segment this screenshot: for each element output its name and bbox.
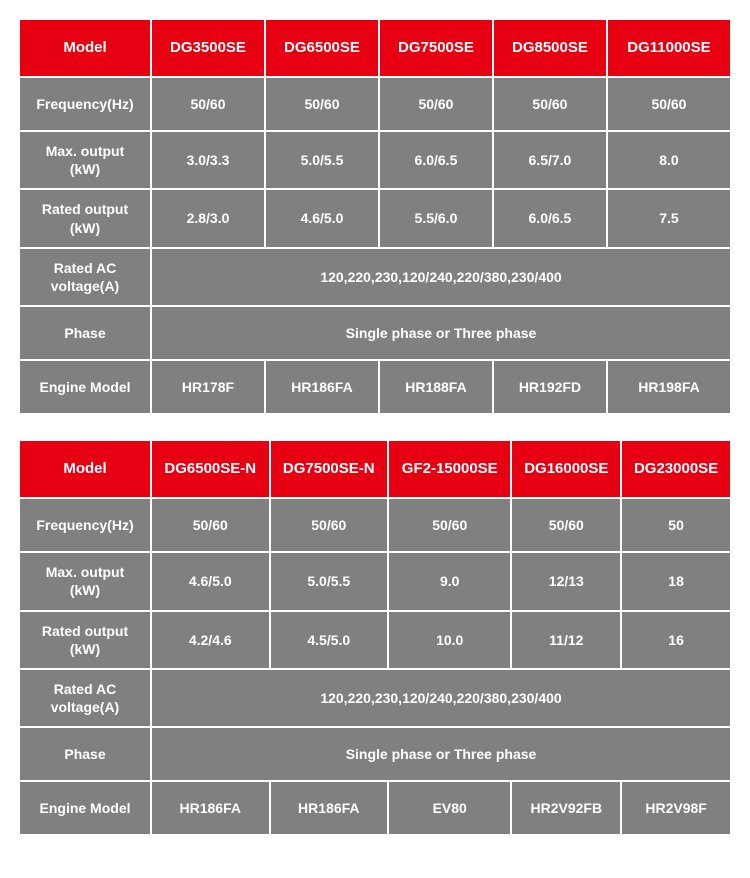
data-cell: 50/60	[266, 78, 378, 130]
data-cell: 5.0/5.5	[271, 553, 388, 609]
table-row: Rated output(kW)4.2/4.64.5/5.010.011/121…	[20, 612, 730, 668]
table-row: PhaseSingle phase or Three phase	[20, 728, 730, 780]
data-cell: 50/60	[152, 499, 269, 551]
model-header: DG8500SE	[494, 20, 606, 76]
table-row: Frequency(Hz)50/6050/6050/6050/6050	[20, 499, 730, 551]
table-row: Rated ACvoltage(A)120,220,230,120/240,22…	[20, 670, 730, 726]
data-cell: 5.5/6.0	[380, 190, 492, 246]
data-cell: 3.0/3.3	[152, 132, 264, 188]
data-cell: 50/60	[494, 78, 606, 130]
data-cell: 18	[622, 553, 730, 609]
data-cell: 6.5/7.0	[494, 132, 606, 188]
data-cell: 50/60	[152, 78, 264, 130]
spanned-cell: Single phase or Three phase	[152, 307, 730, 359]
model-header: DG11000SE	[608, 20, 730, 76]
data-cell: 5.0/5.5	[266, 132, 378, 188]
row-label: Max. output(kW)	[20, 132, 150, 188]
data-cell: HR198FA	[608, 361, 730, 413]
data-cell: 4.6/5.0	[266, 190, 378, 246]
data-cell: 50/60	[512, 499, 620, 551]
model-header: DG16000SE	[512, 441, 620, 497]
table-row: Max. output(kW)3.0/3.35.0/5.56.0/6.56.5/…	[20, 132, 730, 188]
data-cell: HR192FD	[494, 361, 606, 413]
row-label: Engine Model	[20, 361, 150, 413]
table-label-header: Model	[20, 20, 150, 76]
table-row: Rated output(kW)2.8/3.04.6/5.05.5/6.06.0…	[20, 190, 730, 246]
data-cell: 4.6/5.0	[152, 553, 269, 609]
data-cell: 11/12	[512, 612, 620, 668]
row-label: Rated ACvoltage(A)	[20, 670, 150, 726]
spanned-cell: 120,220,230,120/240,220/380,230/400	[152, 670, 730, 726]
row-label: Engine Model	[20, 782, 150, 834]
data-cell: 4.2/4.6	[152, 612, 269, 668]
model-header: DG3500SE	[152, 20, 264, 76]
data-cell: HR2V92FB	[512, 782, 620, 834]
row-label: Rated ACvoltage(A)	[20, 249, 150, 305]
data-cell: 50/60	[271, 499, 388, 551]
data-cell: 9.0	[389, 553, 510, 609]
data-cell: 6.0/6.5	[494, 190, 606, 246]
table-row: Max. output(kW)4.6/5.05.0/5.59.012/1318	[20, 553, 730, 609]
data-cell: 2.8/3.0	[152, 190, 264, 246]
model-header: DG6500SE-N	[152, 441, 269, 497]
table-row: Rated ACvoltage(A)120,220,230,120/240,22…	[20, 249, 730, 305]
data-cell: 50/60	[380, 78, 492, 130]
row-label: Rated output(kW)	[20, 612, 150, 668]
table-row: PhaseSingle phase or Three phase	[20, 307, 730, 359]
data-cell: HR188FA	[380, 361, 492, 413]
table-row: Engine ModelHR178FHR186FAHR188FAHR192FDH…	[20, 361, 730, 413]
model-header: DG7500SE	[380, 20, 492, 76]
data-cell: 16	[622, 612, 730, 668]
row-label: Frequency(Hz)	[20, 499, 150, 551]
spanned-cell: 120,220,230,120/240,220/380,230/400	[152, 249, 730, 305]
table-row: Frequency(Hz)50/6050/6050/6050/6050/60	[20, 78, 730, 130]
data-cell: 50	[622, 499, 730, 551]
model-header: DG6500SE	[266, 20, 378, 76]
table-row: Engine ModelHR186FAHR186FAEV80HR2V92FBHR…	[20, 782, 730, 834]
data-cell: 12/13	[512, 553, 620, 609]
spec-table: ModelDG6500SE-NDG7500SE-NGF2-15000SEDG16…	[18, 439, 732, 836]
data-cell: 50/60	[608, 78, 730, 130]
model-header: DG7500SE-N	[271, 441, 388, 497]
data-cell: 10.0	[389, 612, 510, 668]
row-label: Phase	[20, 728, 150, 780]
row-label: Frequency(Hz)	[20, 78, 150, 130]
data-cell: HR178F	[152, 361, 264, 413]
data-cell: 4.5/5.0	[271, 612, 388, 668]
table-label-header: Model	[20, 441, 150, 497]
data-cell: 7.5	[608, 190, 730, 246]
row-label: Max. output(kW)	[20, 553, 150, 609]
row-label: Phase	[20, 307, 150, 359]
data-cell: HR186FA	[271, 782, 388, 834]
tables-container: ModelDG3500SEDG6500SEDG7500SEDG8500SEDG1…	[18, 18, 732, 836]
data-cell: 8.0	[608, 132, 730, 188]
model-header: GF2-15000SE	[389, 441, 510, 497]
spanned-cell: Single phase or Three phase	[152, 728, 730, 780]
data-cell: HR186FA	[266, 361, 378, 413]
data-cell: HR2V98F	[622, 782, 730, 834]
spec-table: ModelDG3500SEDG6500SEDG7500SEDG8500SEDG1…	[18, 18, 732, 415]
row-label: Rated output(kW)	[20, 190, 150, 246]
data-cell: HR186FA	[152, 782, 269, 834]
data-cell: 50/60	[389, 499, 510, 551]
model-header: DG23000SE	[622, 441, 730, 497]
data-cell: 6.0/6.5	[380, 132, 492, 188]
data-cell: EV80	[389, 782, 510, 834]
